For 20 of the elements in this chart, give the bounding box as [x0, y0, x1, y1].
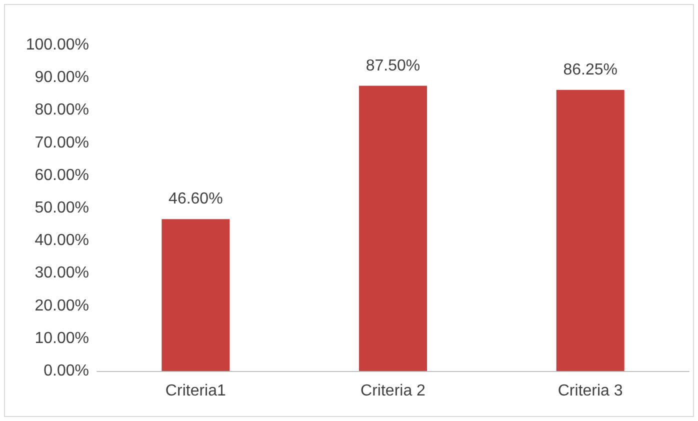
data-label: 87.50%: [366, 57, 420, 74]
x-tick-label: Criteria 2: [360, 382, 426, 400]
x-tick-label: Criteria 3: [558, 382, 623, 400]
data-label: 86.25%: [563, 61, 618, 78]
y-tick-label: 30.00%: [34, 264, 89, 282]
y-tick-label: 70.00%: [34, 134, 89, 152]
y-tick-label: 20.00%: [34, 297, 89, 314]
data-label: 46.60%: [168, 190, 223, 208]
y-tick-label: 0.00%: [44, 362, 89, 380]
bar: [359, 86, 427, 371]
bar: [162, 219, 230, 371]
y-tick-label: 80.00%: [34, 102, 89, 119]
x-tick-label: Criteria1: [165, 382, 226, 400]
y-tick-label: 90.00%: [34, 69, 89, 86]
y-tick-label: 60.00%: [34, 166, 89, 184]
y-tick-label: 50.00%: [34, 200, 89, 216]
bar: [556, 90, 624, 371]
y-tick-label: 10.00%: [34, 330, 89, 347]
y-tick-label: 100.00%: [26, 36, 89, 54]
y-tick-label: 40.00%: [34, 232, 89, 250]
